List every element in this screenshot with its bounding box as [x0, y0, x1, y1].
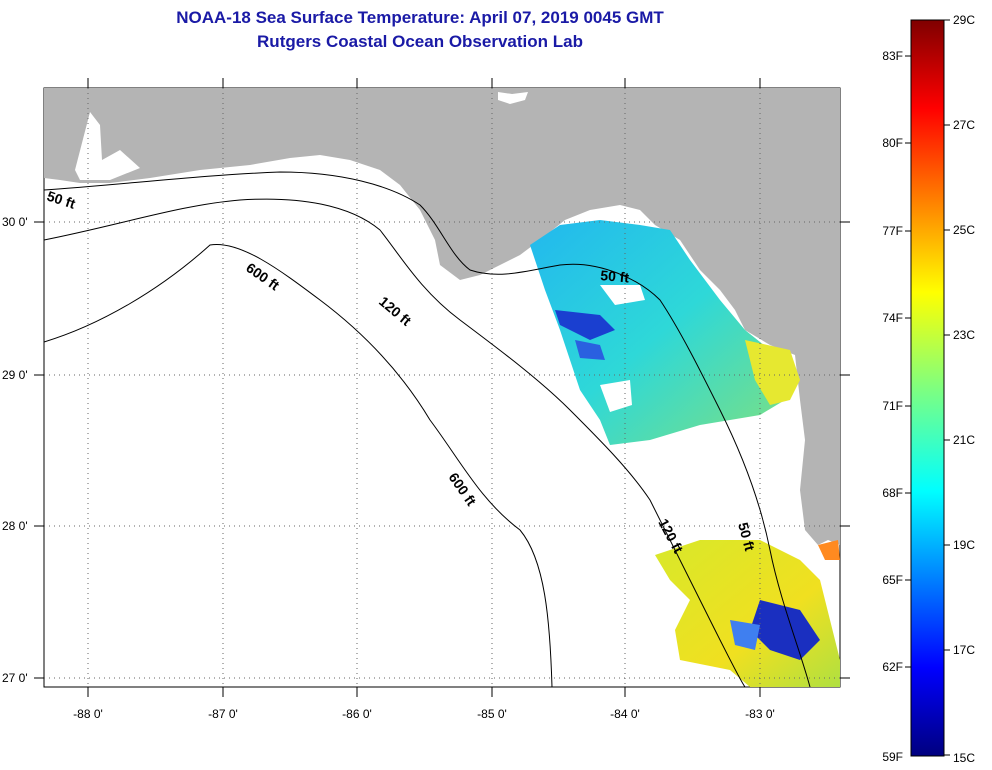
colorbar-f-label: 83F	[882, 49, 903, 63]
cloud-gap-2	[600, 285, 645, 305]
colorbar	[910, 19, 945, 757]
sst-swath-north	[530, 220, 790, 445]
colorbar-c-label: 19C	[953, 538, 975, 552]
lat-label: 29 0'	[2, 368, 28, 382]
lon-label: -87 0'	[208, 707, 238, 721]
colorbar-c-label: 15C	[953, 751, 975, 765]
sst-patch-cold-3	[750, 600, 820, 660]
colorbar-f-label: 77F	[882, 224, 903, 238]
axis-ticks	[34, 78, 850, 697]
sst-patch-cold-4	[730, 620, 760, 650]
lat-label: 27 0'	[2, 671, 28, 685]
lon-label: -83 0'	[745, 707, 775, 721]
colorbar-c-label: 29C	[953, 13, 975, 27]
bay-area	[75, 112, 140, 180]
colorbar-c-label: 17C	[953, 643, 975, 657]
sst-patch-cold-2	[575, 340, 605, 360]
colorbar-c-label: 27C	[953, 118, 975, 132]
lon-label: -85 0'	[477, 707, 507, 721]
lake	[498, 92, 528, 104]
colorbar-ticks	[905, 19, 950, 756]
colorbar-f-label: 62F	[882, 660, 903, 674]
lat-label: 30 0'	[2, 215, 28, 229]
colorbar-f-label: 71F	[882, 399, 903, 413]
map-subtitle: Rutgers Coastal Ocean Observation Lab	[257, 32, 583, 51]
contour-label-50ft-south: 50 ft	[735, 521, 758, 553]
colorbar-c-label: 21C	[953, 433, 975, 447]
lon-label: -84 0'	[610, 707, 640, 721]
colorbar-c-label: 23C	[953, 328, 975, 342]
contour-label-50ft-big-bend: 50 ft	[600, 267, 630, 285]
colorbar-f-label: 74F	[882, 311, 903, 325]
lon-label: -86 0'	[342, 707, 372, 721]
colorbar-f-label: 80F	[882, 136, 903, 150]
sst-patch-yellow	[745, 340, 800, 405]
sst-patch-warm	[818, 540, 840, 560]
lon-label: -88 0'	[73, 707, 103, 721]
depth-contours	[44, 171, 811, 687]
sst-patch-cold-1	[555, 310, 615, 340]
colorbar-f-label: 68F	[882, 486, 903, 500]
colorbar-c-label: 25C	[953, 223, 975, 237]
cloud-gap-1	[600, 380, 632, 412]
map-title: NOAA-18 Sea Surface Temperature: April 0…	[176, 8, 664, 27]
lat-label: 28 0'	[2, 519, 28, 533]
colorbar-f-label: 59F	[882, 750, 903, 764]
land-mass	[44, 88, 840, 545]
colorbar-f-label: 65F	[882, 573, 903, 587]
